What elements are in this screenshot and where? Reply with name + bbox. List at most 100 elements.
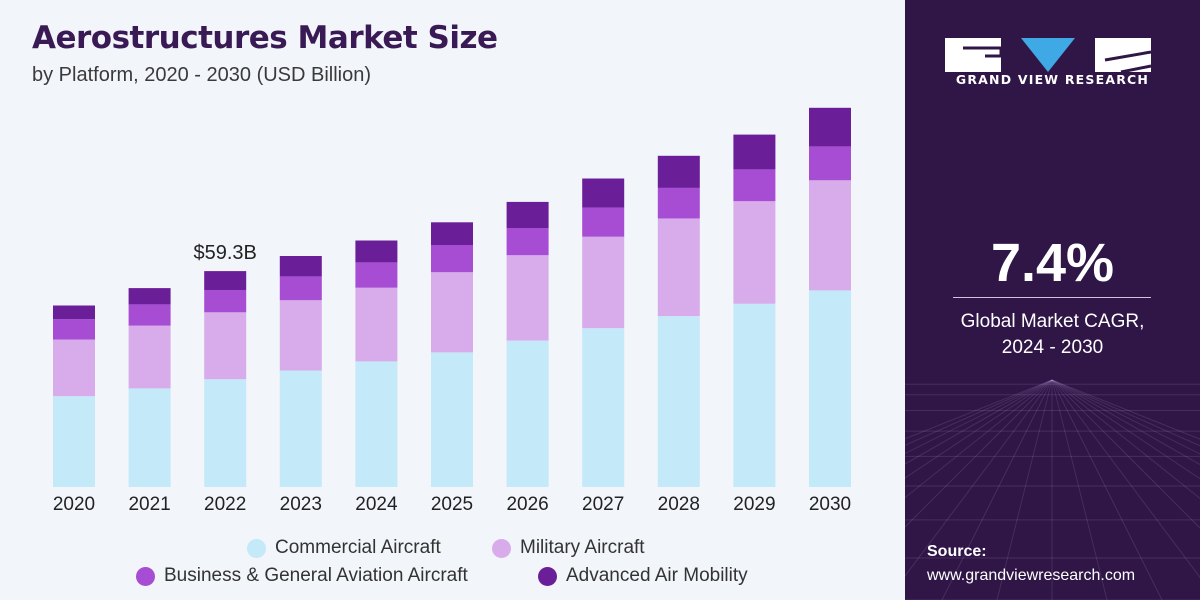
- grid-line: [905, 379, 1053, 440]
- legend-swatch-1: [492, 538, 511, 558]
- bar-segment-2030-s2: [809, 146, 851, 181]
- x-tick-label-2022: 2022: [204, 494, 246, 515]
- x-tick-label-2024: 2024: [355, 494, 398, 515]
- bar-segment-2023-s2: [279, 276, 322, 301]
- bar-segment-2025-s0: [431, 352, 473, 487]
- grid-line: [905, 379, 1053, 528]
- chart-title: Aerostructures Market Size: [32, 20, 498, 56]
- bar-segment-2027-s2: [582, 207, 625, 237]
- bar-segment-2030-s0: [809, 290, 851, 487]
- bar-segment-2022-s3: [204, 271, 247, 290]
- bar-segment-2021-s0: [128, 388, 171, 487]
- decorative-grid-background: [905, 379, 1200, 600]
- cagr-label-line1: Global Market CAGR,: [960, 311, 1145, 332]
- grid-line: [1051, 379, 1200, 500]
- cagr-divider: [953, 297, 1151, 298]
- bar-segment-2020-s3: [53, 305, 95, 320]
- x-tick-label-2020: 2020: [53, 494, 95, 515]
- grid-line: [1051, 379, 1200, 447]
- chart-subtitle: by Platform, 2020 - 2030 (USD Billion): [32, 64, 372, 86]
- grid-line: [941, 379, 1053, 600]
- x-tick-label-2026: 2026: [506, 494, 548, 515]
- legend-label-3: Advanced Air Mobility: [566, 565, 748, 586]
- x-tick-label-2029: 2029: [733, 494, 775, 515]
- bar-segment-2021-s2: [128, 304, 171, 326]
- brand-logo: [945, 38, 1152, 74]
- bar-segment-2020-s2: [53, 319, 95, 340]
- chart-legend: Commercial Aircraft Military Aircraft Busi…: [0, 530, 905, 600]
- grid-line: [996, 379, 1053, 600]
- grid-line: [1051, 379, 1200, 480]
- bar-segment-2029-s1: [733, 201, 776, 304]
- x-tick-label-2030: 2030: [809, 494, 851, 515]
- bar-segment-2026-s1: [506, 255, 549, 341]
- grid-line: [1051, 379, 1200, 579]
- bar-segment-2022-s1: [204, 312, 247, 380]
- cagr-value: 7.4%: [990, 233, 1115, 293]
- bar-segment-2028-s2: [657, 187, 700, 219]
- legend-item-2: Business & General Aviation Aircraft: [136, 565, 468, 587]
- legend-label-0: Commercial Aircraft: [275, 537, 441, 558]
- bar-segment-2027-s3: [582, 178, 625, 208]
- bar-segment-2020-s0: [53, 396, 95, 487]
- legend-item-1: Military Aircraft: [492, 537, 645, 559]
- grid-line: [905, 379, 1053, 465]
- bar-segment-2026-s3: [506, 201, 549, 228]
- legend-swatch-0: [247, 538, 266, 558]
- bar-segment-2028-s3: [657, 155, 700, 188]
- data-label-0: $59.3B: [194, 242, 257, 264]
- bar-segment-2027-s0: [582, 328, 625, 487]
- bar-segment-2023-s0: [279, 370, 322, 487]
- source-url: www.grandviewresearch.com: [927, 567, 1136, 584]
- x-tick-label-2023: 2023: [280, 494, 322, 515]
- bar-segment-2029-s3: [733, 134, 776, 170]
- bar-segment-2021-s1: [128, 325, 171, 389]
- brand-name: GRAND VIEW RESEARCH: [955, 72, 1150, 87]
- bar-segment-2026-s2: [506, 228, 549, 256]
- source-label: Source:: [927, 543, 987, 560]
- legend-label-1: Military Aircraft: [520, 537, 645, 558]
- stacked-bar-chart: 2020 2021 2022 2023 2024 2025 2026 2027 2028 2029…: [53, 107, 851, 515]
- grid-line: [1051, 379, 1108, 600]
- bar-segment-2025-s2: [431, 245, 473, 273]
- grid-line: [1051, 379, 1200, 455]
- bar-segment-2022-s2: [204, 290, 247, 313]
- x-tick-label-2028: 2028: [658, 494, 700, 515]
- bar-segment-2030-s3: [809, 107, 851, 147]
- bar-segment-2028-s0: [657, 316, 700, 487]
- bar-segment-2030-s1: [809, 180, 851, 291]
- grid-line: [1051, 379, 1200, 466]
- chart-panel: Aerostructures Market Size by Platform, …: [0, 20, 905, 600]
- legend-label-2: Business & General Aviation Aircraft: [164, 565, 468, 586]
- bar-segment-2022-s0: [204, 379, 247, 487]
- bar-segment-2024-s3: [355, 240, 398, 263]
- bar-segment-2027-s1: [582, 236, 625, 329]
- grid-line: [1051, 379, 1163, 600]
- x-tick-label-2025: 2025: [431, 494, 473, 515]
- bar-segment-2023-s1: [279, 300, 322, 371]
- grid-line: [1051, 379, 1200, 529]
- bar-segment-2023-s3: [279, 256, 322, 277]
- bar-segment-2020-s1: [53, 339, 95, 397]
- legend-swatch-2: [136, 566, 155, 586]
- cagr-label-line2: 2024 - 2030: [1001, 337, 1104, 358]
- bar-segment-2025-s3: [431, 222, 473, 245]
- bar-segment-2025-s1: [431, 272, 473, 353]
- grid-line: [905, 379, 1053, 499]
- bar-segment-2024-s0: [355, 361, 398, 487]
- grid-line: [905, 379, 1053, 455]
- legend-item-3: Advanced Air Mobility: [538, 565, 748, 587]
- sidebar-panel: GRAND VIEW RESEARCH 7.4% Global Market C…: [905, 0, 1200, 600]
- legend-item-0: Commercial Aircraft: [247, 537, 441, 559]
- bar-segment-2024-s2: [355, 262, 398, 288]
- bar-segment-2029-s2: [733, 169, 776, 202]
- legend-swatch-3: [538, 566, 557, 586]
- bar-segment-2028-s1: [657, 218, 700, 317]
- grid-line: [905, 379, 1053, 479]
- grid-line: [905, 379, 1053, 577]
- x-tick-label-2027: 2027: [582, 494, 624, 515]
- grid-line: [1051, 379, 1200, 440]
- bar-segment-2021-s3: [128, 288, 171, 305]
- bar-segment-2026-s0: [506, 340, 549, 487]
- bar-segment-2029-s0: [733, 303, 776, 487]
